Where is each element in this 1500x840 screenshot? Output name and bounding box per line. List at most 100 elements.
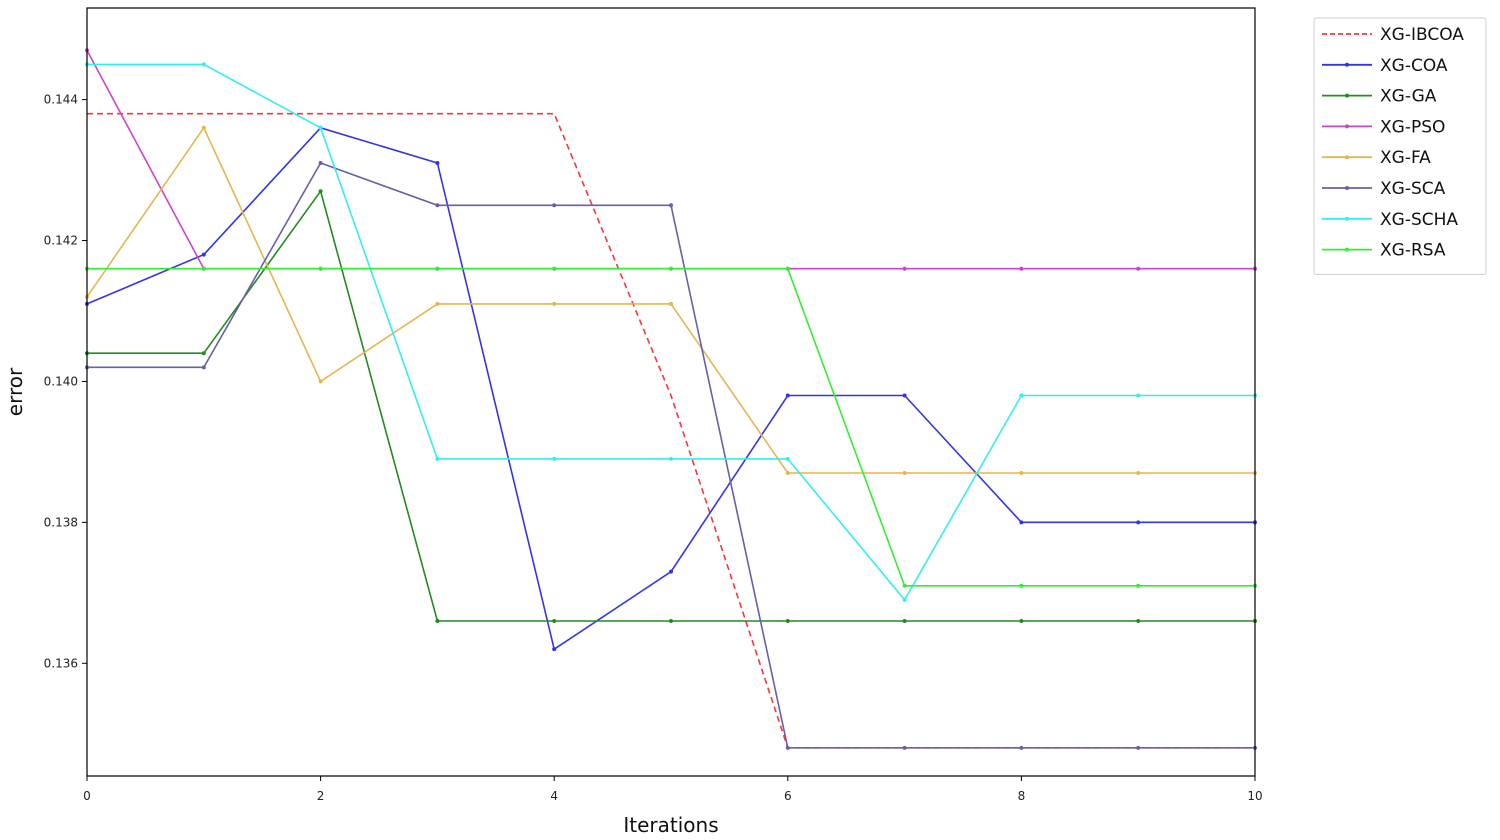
data-point <box>902 471 907 476</box>
data-point <box>1019 520 1024 525</box>
legend-item: XG-RSA <box>1322 241 1446 261</box>
data-point <box>669 456 673 461</box>
legend-item: XG-COA <box>1322 56 1448 76</box>
data-point <box>435 203 440 208</box>
data-point <box>435 456 440 461</box>
data-point <box>201 365 206 370</box>
data-point <box>1136 393 1141 398</box>
x-axis-label: Iterations <box>623 813 718 837</box>
data-point <box>785 456 790 461</box>
data-point <box>1136 745 1141 750</box>
data-point <box>435 301 440 306</box>
data-point <box>552 618 557 623</box>
x-tick-label: 0 <box>83 789 91 803</box>
series-xg-ga <box>85 189 1257 623</box>
data-point <box>552 456 557 461</box>
series-line <box>87 162 1255 749</box>
data-point <box>902 583 907 588</box>
data-point <box>552 266 557 271</box>
data-point <box>785 471 790 476</box>
series-xg-fa <box>85 125 1257 476</box>
series-xg-rsa <box>85 266 1257 588</box>
series-xg-scha <box>85 62 1257 602</box>
data-point <box>201 125 206 130</box>
data-point <box>902 618 907 623</box>
legend-marker <box>1345 186 1349 190</box>
legend-label: XG-RSA <box>1380 241 1446 261</box>
legend-label: XG-COA <box>1380 56 1448 76</box>
data-point <box>552 647 557 652</box>
series-line <box>86 126 1255 474</box>
y-tick-label: 0.144 <box>44 93 78 107</box>
legend-marker <box>1345 62 1349 67</box>
legend-marker <box>1345 216 1349 221</box>
x-axis: 0 2 4 6 8 10 <box>83 776 1263 803</box>
legend-label: XG-IBCOA <box>1380 25 1464 45</box>
data-point <box>669 266 673 271</box>
y-axis: 0.136 0.138 0.140 0.142 0.144 <box>44 93 87 670</box>
data-point <box>552 301 557 306</box>
data-point <box>201 62 206 67</box>
data-point <box>669 618 673 623</box>
data-point <box>435 161 440 166</box>
series-xg-pso <box>85 48 1257 271</box>
legend-item: XG-GA <box>1322 87 1437 107</box>
data-point <box>318 189 323 194</box>
data-point <box>1019 745 1024 750</box>
data-point <box>435 618 440 623</box>
data-point <box>902 597 907 602</box>
legend-item: XG-PSO <box>1322 117 1445 137</box>
data-point <box>669 569 673 574</box>
data-point <box>1019 266 1024 271</box>
y-tick-label: 0.136 <box>44 656 78 670</box>
data-point <box>435 266 440 271</box>
legend-label: XG-SCA <box>1380 179 1446 199</box>
legend-label: XG-GA <box>1380 87 1437 107</box>
legend-box <box>1313 17 1487 275</box>
data-point <box>552 203 557 208</box>
data-point <box>1019 471 1024 476</box>
data-point <box>785 266 790 271</box>
series-layer <box>85 48 1257 750</box>
data-point <box>785 393 790 398</box>
x-tick-label: 6 <box>784 789 792 803</box>
x-tick-label: 10 <box>1247 789 1262 803</box>
legend-marker <box>1345 124 1349 129</box>
x-tick-label: 8 <box>1018 789 1026 803</box>
data-point <box>318 379 323 384</box>
series-xg-sca <box>85 161 1257 750</box>
legend-item: XG-FA <box>1322 148 1431 168</box>
data-point <box>201 266 206 271</box>
data-point <box>785 618 790 623</box>
series-line <box>87 267 1255 587</box>
data-point <box>785 745 790 750</box>
data-point <box>1019 393 1024 398</box>
legend-marker <box>1345 247 1349 252</box>
legend-marker <box>1345 155 1349 160</box>
data-point <box>201 252 206 257</box>
y-axis-label: error <box>3 367 27 416</box>
data-point <box>1136 583 1141 588</box>
data-point <box>201 351 206 356</box>
y-tick-label: 0.140 <box>44 374 78 388</box>
legend-label: XG-FA <box>1380 148 1431 168</box>
legend-label: XG-PSO <box>1380 117 1445 137</box>
y-tick-label: 0.142 <box>44 234 78 248</box>
legend-item: XG-SCHA <box>1322 210 1458 230</box>
legend-label: XG-SCHA <box>1380 210 1458 230</box>
data-point <box>318 125 323 130</box>
data-point <box>1136 266 1141 271</box>
series-line <box>87 63 1255 602</box>
data-point <box>1136 471 1141 476</box>
data-point <box>902 393 907 398</box>
legend-marker <box>1345 93 1349 98</box>
x-tick-label: 4 <box>550 789 558 803</box>
y-tick-label: 0.138 <box>44 515 78 529</box>
plot-frame <box>86 7 1256 777</box>
data-point <box>1019 618 1024 623</box>
data-point <box>669 203 673 208</box>
data-point <box>318 161 323 166</box>
x-tick-label: 2 <box>317 789 325 803</box>
data-point <box>1136 520 1141 525</box>
